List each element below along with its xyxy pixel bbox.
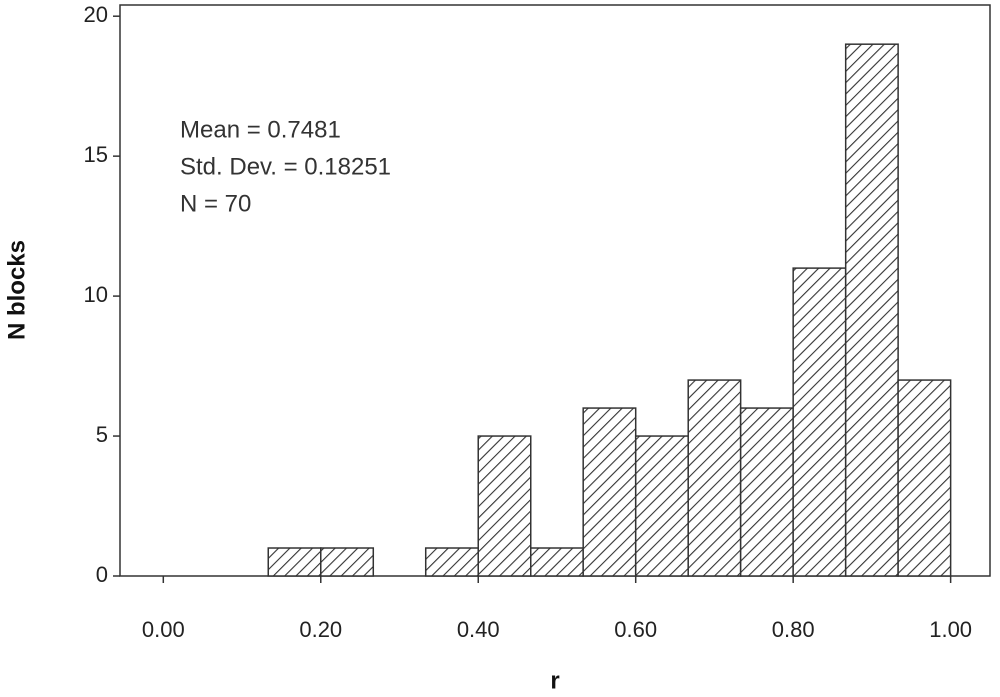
bar [739,407,794,577]
bar [634,435,689,577]
bar [582,407,637,577]
x-tick-label: 0.20 [299,617,342,642]
y-tick-label: 20 [84,2,108,27]
bar [267,547,322,577]
x-axis-title: r [550,667,559,694]
x-tick-label: 0.60 [614,617,657,642]
y-axis-title: N blocks [3,240,30,340]
x-tick-label: 0.40 [457,617,500,642]
x-tick-label: 0.80 [772,617,815,642]
y-tick-label: 5 [96,422,108,447]
bar [320,547,375,577]
bar [897,379,952,577]
y-tick-label: 0 [96,562,108,587]
bar [477,435,532,577]
bar [530,547,584,577]
y-tick-label: 10 [84,282,108,307]
y-tick-label: 15 [84,142,108,167]
stats-annotation: Std. Dev. = 0.18251 [180,153,391,180]
bar [424,547,479,577]
x-tick-label: 0.00 [142,617,185,642]
bar [687,379,742,577]
stats-annotation: Mean = 0.7481 [180,116,341,143]
bar [792,267,847,577]
bar [844,43,899,577]
x-tick-label: 1.00 [929,617,972,642]
stats-annotation: N = 70 [180,190,251,217]
